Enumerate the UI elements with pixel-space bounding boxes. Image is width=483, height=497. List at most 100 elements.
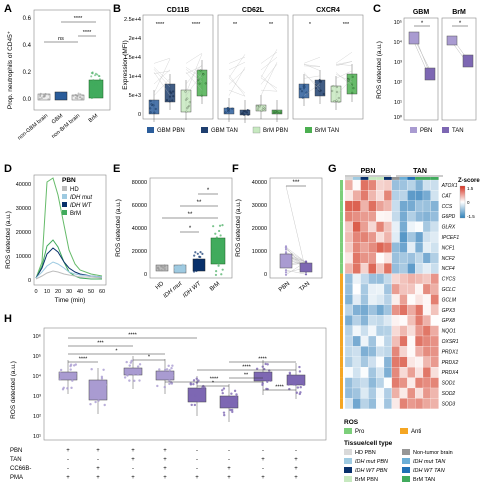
panel-g-cell	[376, 294, 385, 305]
panel-h-point	[197, 379, 200, 382]
panel-b-point	[332, 85, 335, 88]
panel-a-point	[81, 97, 84, 100]
panel-b-point	[257, 108, 260, 111]
panel-e-point	[217, 262, 220, 265]
panel-e-point	[156, 266, 160, 269]
panel-g-cell	[383, 273, 392, 285]
panel-g-cell	[368, 200, 377, 212]
panel-h-condition-symbol: +	[261, 475, 265, 481]
panel-d-legend-swatch	[62, 186, 67, 191]
panel-h-condition-symbol: -	[262, 448, 264, 454]
panel-c-ytick: 10⁰	[394, 114, 403, 121]
panel-b-facet-title: CD11B	[167, 7, 190, 14]
panel-h-point	[69, 363, 73, 366]
panel-g-cell	[368, 315, 377, 326]
panel-g-cell	[344, 200, 353, 212]
panel-g-cell	[376, 367, 385, 378]
panel-g-cell	[407, 283, 416, 295]
panel-g-ros-bar	[340, 294, 343, 305]
panel-b-pair-line	[260, 57, 278, 71]
panel-g-cell	[368, 231, 377, 243]
panel-e-ytick: 60000	[132, 203, 147, 209]
panel-g-cell	[368, 387, 377, 399]
panel-g-cell	[391, 304, 400, 316]
panel-g-cell	[352, 179, 361, 191]
panel-g-cell	[391, 356, 400, 368]
panel-c-facet-1	[403, 17, 439, 121]
panel-h-point	[190, 393, 193, 397]
panel-g-heatmap	[340, 177, 439, 409]
panel-h-condition-symbol: +	[131, 457, 135, 463]
panel-a-xtick: BrM	[88, 113, 100, 124]
panel-f-sig: ***	[292, 180, 300, 186]
panel-g-cell	[352, 283, 361, 295]
panel-d-legend-title: PBN	[62, 177, 76, 184]
panel-g-cell	[360, 231, 369, 243]
panel-h-condition-symbol: -	[262, 466, 264, 472]
panel-e-point	[220, 261, 223, 264]
panel-g-cell	[415, 335, 424, 347]
panel-g-cell	[399, 304, 408, 316]
panel-a-point	[98, 78, 101, 81]
panel-a-point	[79, 96, 82, 99]
panel-h-condition-symbol: +	[163, 448, 167, 454]
panel-e-axes	[149, 177, 233, 279]
panel-h-point	[190, 403, 193, 407]
panel-h-condition-symbol: +	[96, 475, 100, 481]
panel-g-cell	[376, 398, 385, 409]
panel-g-gene-label: NCF1	[442, 245, 455, 251]
panel-g-cell	[407, 315, 416, 326]
panel-e-point	[212, 248, 216, 251]
panel-g-tissue-bar	[345, 177, 353, 180]
panel-g-cell	[415, 242, 424, 253]
panel-b-point	[258, 104, 261, 107]
panel-g-ros-bar	[340, 252, 343, 264]
panel-d-ytick: 30000	[16, 206, 31, 212]
panel-g-cell	[383, 387, 392, 399]
panel-e-xtick: IDH mut	[163, 281, 184, 300]
panel-h-point	[167, 364, 170, 368]
panel-e-points	[156, 223, 224, 277]
panel-g-cell	[407, 263, 416, 274]
panel-b-point	[260, 109, 263, 112]
panel-g-tissue-bar	[360, 177, 369, 180]
panel-g-gene-label: PRDX2	[442, 360, 459, 366]
panel-g-cell	[422, 283, 431, 295]
panel-c-ylabel: ROS detected (a.u.)	[376, 41, 383, 99]
panel-h-point	[261, 365, 264, 368]
panel-h-point	[223, 413, 226, 417]
panel-g-ros-bar	[340, 356, 343, 368]
panel-g-ros-bar	[340, 377, 343, 388]
panel-b-point	[185, 110, 188, 113]
panel-f-ytick: 30000	[252, 203, 267, 209]
panel-b-pair-line	[185, 67, 203, 79]
panel-h-sig-label: *	[212, 381, 215, 387]
panel-g-ros-bar	[340, 336, 343, 347]
panel-letter-g: G	[328, 163, 337, 175]
panel-f-pair-line	[285, 185, 307, 272]
panel-b-sig: **	[233, 22, 238, 28]
panel-g-gene-label: ATOX1	[441, 183, 458, 189]
panel-a-point	[81, 94, 84, 97]
panel-b-legend-label: GBM TAN	[211, 128, 238, 134]
panel-g-ros-label: Pro	[355, 429, 365, 435]
panel-d-xtick: 0	[34, 289, 37, 295]
panel-g-cell	[415, 387, 424, 399]
panel-g-ros-bar	[340, 221, 343, 232]
panel-b-point	[318, 89, 321, 92]
panel-h-point	[263, 367, 266, 371]
panel-h-condition-symbol: -	[67, 457, 69, 463]
panel-h-point	[168, 382, 171, 386]
panel-g-cell	[352, 273, 361, 285]
panel-g-cell	[391, 325, 400, 337]
panel-h-sig-label: ****	[79, 357, 88, 363]
panel-g-cell	[407, 356, 416, 368]
panel-d-line-idhmut	[35, 261, 103, 279]
panel-e-point	[196, 252, 199, 255]
panel-g-cell	[399, 367, 408, 378]
panel-a-point	[43, 95, 46, 98]
panel-g-cell	[360, 356, 369, 368]
panel-h-condition-symbol: +	[66, 448, 70, 454]
panel-h-condition-symbol: -	[196, 457, 198, 463]
panel-h-box	[58, 371, 78, 381]
